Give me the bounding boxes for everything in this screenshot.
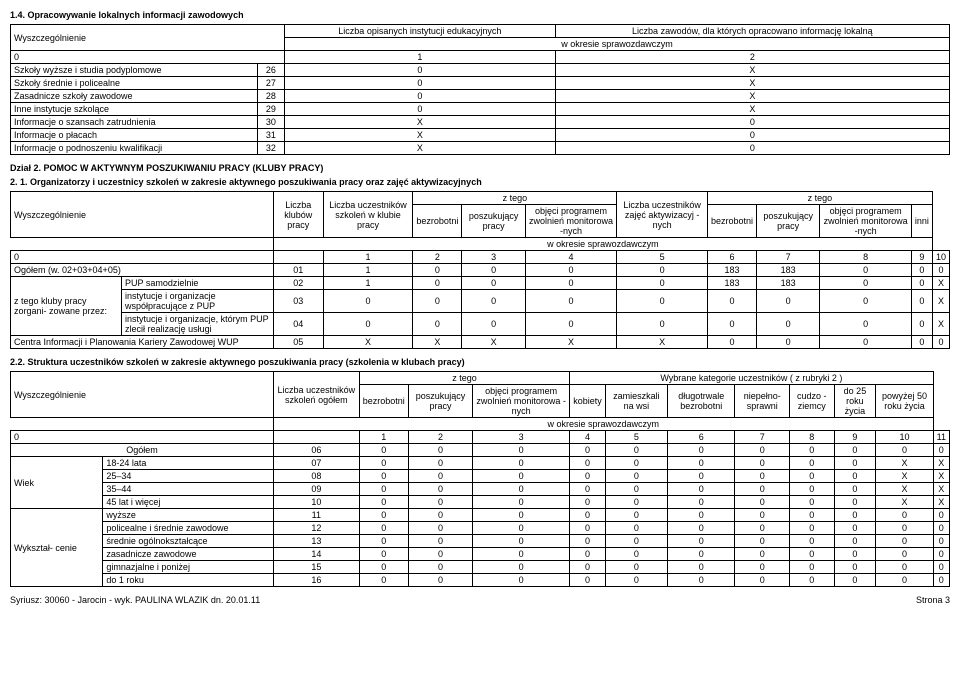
h-inni: inni xyxy=(911,205,932,238)
table-row-label: Inne instytucje szkolące xyxy=(11,103,258,116)
section21-title: 2. 1. Organizatorzy i uczestnicy szkoleń… xyxy=(10,177,950,187)
table-22: Wyszczególnienie Liczba uczestników szko… xyxy=(10,371,950,587)
group-label: z tego kluby pracy zorgani- zowane przez… xyxy=(11,277,122,336)
table-row-label: Zasadnicze szkoły zawodowe xyxy=(11,90,258,103)
table-row-num: 32 xyxy=(257,142,284,155)
h-bezrob2: bezrobotni xyxy=(707,205,756,238)
table-21: Wyszczególnienie Liczba klubów pracy Lic… xyxy=(10,191,950,349)
h22-kobiety: kobiety xyxy=(570,385,606,418)
h-poszuk2: poszukujący pracy xyxy=(757,205,820,238)
section14-title: 1.4. Opracowywanie lokalnych informacji … xyxy=(10,10,950,20)
h-ztego2: z tego xyxy=(707,192,932,205)
table-row-label: Szkoły wyższe i studia podyplomowe xyxy=(11,64,258,77)
h-ztego1: z tego xyxy=(413,192,617,205)
h-period: w okresie sprawozdawczym xyxy=(273,238,932,251)
footer: Syriusz: 30060 - Jarocin - wyk. PAULINA … xyxy=(10,595,950,605)
table-row-label: Informacje o podnoszeniu kwalifikacji xyxy=(11,142,258,155)
h-wysz: Wyszczególnienie xyxy=(11,192,274,238)
col-wysz: Wyszczególnienie xyxy=(11,25,285,51)
h22-period: w okresie sprawozdawczym xyxy=(273,418,933,431)
h-liczba2: Liczba uczestników zajęć aktywizacyj -ny… xyxy=(617,192,708,238)
period: w okresie sprawozdawczym xyxy=(284,38,949,51)
table-row-num: 30 xyxy=(257,116,284,129)
table-14: Wyszczególnienie Liczba opisanych instyt… xyxy=(10,24,950,155)
h-bezrob1: bezrobotni xyxy=(413,205,462,238)
h22-pow50: powyżej 50 roku życia xyxy=(876,385,933,418)
col-1: Liczba opisanych instytucji edukacyjnych xyxy=(284,25,555,38)
h22-ztego: z tego xyxy=(359,372,569,385)
h22-do25: do 25 roku życia xyxy=(834,385,876,418)
table-row-num: 26 xyxy=(257,64,284,77)
table-row-num: 31 xyxy=(257,129,284,142)
table-row-num: 29 xyxy=(257,103,284,116)
group-wykszt: Wykształ- cenie xyxy=(11,509,103,587)
table-row-label: Ogółem (w. 02+03+04+05) xyxy=(11,264,274,277)
group-wiek: Wiek xyxy=(11,457,103,509)
dzial2-title: Dział 2. POMOC W AKTYWNYM POSZUKIWANIU P… xyxy=(10,163,950,173)
h-objeci1: objęci programem zwolnień monitorowa -ny… xyxy=(525,205,617,238)
h22-wysz: Wyszczególnienie xyxy=(11,372,274,418)
h-poszuk1: poszukujący pracy xyxy=(462,205,525,238)
h22-poszuk: poszukujący pracy xyxy=(408,385,472,418)
h22-cudzo: cudzo -ziemcy xyxy=(790,385,834,418)
footer-right: Strona 3 xyxy=(916,595,950,605)
footer-left: Syriusz: 30060 - Jarocin - wyk. PAULINA … xyxy=(10,595,260,605)
col-2: Liczba zawodów, dla których opracowano i… xyxy=(555,25,949,38)
h22-liczba: Liczba uczestników szkoleń ogółem xyxy=(273,372,359,418)
h-klubow: Liczba klubów pracy xyxy=(273,192,323,238)
table-row-label: Szkoły średnie i policealne xyxy=(11,77,258,90)
section22-title: 2.2. Struktura uczestników szkoleń w zak… xyxy=(10,357,950,367)
h22-zamiesz: zamieszkali na wsi xyxy=(605,385,667,418)
table-row-num: 27 xyxy=(257,77,284,90)
table-row-label: Informacje o szansach zatrudnienia xyxy=(11,116,258,129)
h-uczest: Liczba uczestników szkoleń w klubie prac… xyxy=(323,192,413,238)
h22-wybrane: Wybrane kategorie uczestników ( z rubryk… xyxy=(570,372,933,385)
table-row-num: 28 xyxy=(257,90,284,103)
h22-objeci: objęci programem zwolnień monitorowa -ny… xyxy=(473,385,570,418)
h22-dlugotrw: długotrwale bezrobotni xyxy=(668,385,735,418)
table-row-label: Informacje o płacach xyxy=(11,129,258,142)
h22-niepelno: niepełno- sprawni xyxy=(735,385,790,418)
h-objeci2: objęci programem zwolnień monitorowa -ny… xyxy=(820,205,912,238)
h22-bezrob: bezrobotni xyxy=(359,385,408,418)
